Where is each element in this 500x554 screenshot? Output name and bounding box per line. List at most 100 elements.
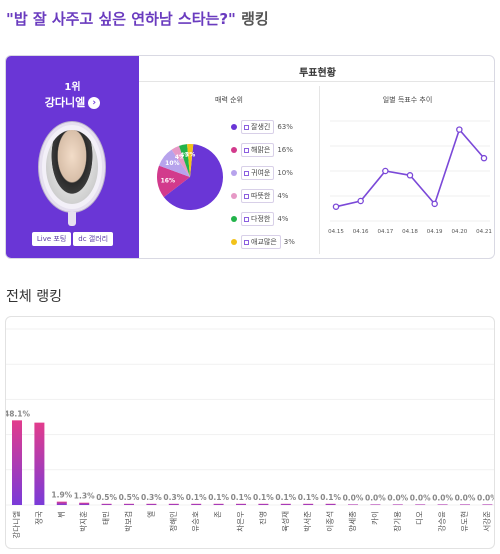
- bar-value-label: 0.1%: [275, 493, 296, 502]
- ranking-bar: [168, 503, 179, 505]
- bar-name-label: 존: [214, 511, 223, 518]
- charm-legend-item: 귀여운 10%: [231, 166, 293, 180]
- dc-gallery-button[interactable]: dc 갤러리: [73, 232, 114, 246]
- winner-buttons: Live 포팅 dc 갤러리: [6, 226, 139, 246]
- bar-name-label: 유승호: [191, 511, 200, 532]
- winner-name-link[interactable]: 강다니엘 ›: [6, 94, 139, 110]
- bar-value-label: 0.3%: [163, 493, 184, 502]
- ranking-bar: [303, 503, 314, 505]
- overall-ranking-title: 전체 랭킹: [6, 289, 62, 305]
- legend-dot-icon: [231, 193, 237, 199]
- ranking-bar: [213, 503, 224, 505]
- charm-pie-chart: 16% 10%4%4%3%: [157, 144, 223, 210]
- charm-percent: 10%: [277, 169, 293, 177]
- bar-name-label: 장기용: [392, 511, 402, 532]
- daily-point: [357, 197, 364, 205]
- bar-value-label: 0.1%: [320, 493, 341, 502]
- charm-legend-item: 따뜻한 4%: [231, 189, 288, 203]
- bar-value-label: 0.0%: [477, 493, 495, 502]
- pie-slice-3: [159, 149, 190, 177]
- ranking-bar: [482, 504, 493, 505]
- daily-votes-title: 일별 득표수 추이: [382, 96, 433, 104]
- tag-checkbox-icon: [244, 239, 249, 245]
- chevron-right-icon[interactable]: ›: [88, 97, 101, 109]
- bar-value-label: 0.1%: [186, 493, 207, 502]
- bar-name-label: 진영: [257, 511, 267, 525]
- bar-value-label: 0.1%: [208, 493, 229, 502]
- charm-tag: 따뜻한: [241, 189, 275, 203]
- bar-name-label: 이종석: [325, 511, 335, 532]
- daily-point: [431, 200, 438, 208]
- charm-percent: 3%: [283, 238, 295, 246]
- bar-value-label: 0.0%: [343, 493, 364, 502]
- winner-panel: 1위 강다니엘 › Live 포팅 dc 갤러리: [6, 56, 139, 258]
- tag-checkbox-icon: [244, 124, 249, 130]
- x-tick-label: 04.19: [427, 229, 443, 235]
- page-title: "밥 잘 사주고 싶은 연하남 스타는?" 랭킹: [6, 8, 269, 29]
- legend-dot-icon: [231, 147, 237, 153]
- charm-tag: 해맑은: [241, 143, 275, 157]
- bar-name-label: 디오: [415, 511, 424, 525]
- charm-percent: 4%: [277, 192, 289, 200]
- ranking-bar: [415, 504, 426, 505]
- daily-line-chart: 04.15 04.16 04.17 04.18 04.19 04.20 04.21: [328, 120, 492, 235]
- bar-value-label: 0.1%: [231, 493, 252, 502]
- charm-tag: 귀여운: [241, 166, 275, 180]
- vote-status-title: 투표현황: [299, 68, 336, 79]
- pie-slice-4: [171, 145, 190, 177]
- daily-point: [332, 203, 340, 210]
- vote-status-panel: 투표현황 매력 순위 일별 득표수 추이 16% 10% 4% 4% 3% 잘생긴 63%…: [139, 56, 494, 258]
- pie-slice-5: [179, 144, 190, 177]
- bar-name-label: 박서준: [302, 511, 312, 532]
- ranking-bar: [79, 502, 90, 505]
- x-tick-label: 04.18: [402, 229, 418, 235]
- x-tick-label: 04.17: [377, 229, 393, 235]
- charm-label: 해맑은: [251, 146, 271, 154]
- ranking-bar: [437, 504, 448, 505]
- charm-percent: 16%: [277, 146, 293, 154]
- bar-value-label: 0.3%: [141, 493, 162, 502]
- divider: [319, 86, 320, 254]
- ranking-bar: [101, 503, 112, 505]
- bar-value-label: 0.0%: [365, 493, 386, 502]
- overall-bar-chart: 48.1% 강다니엘 정국 1.9% 뷔 1.3% 박지훈 0.5% 태민 0.5% 박보검 0.3%…: [6, 328, 495, 539]
- ranking-bar: [258, 503, 269, 505]
- charm-rank-title: 매력 순위: [215, 96, 243, 104]
- legend-dot-icon: [231, 124, 237, 130]
- pie-slice-1: [163, 144, 223, 210]
- pie-slice-label: 10%: [165, 160, 179, 167]
- charm-label: 귀여운: [251, 169, 271, 177]
- bar-value-label: 1.9%: [51, 491, 72, 500]
- charm-label: 잘생긴: [251, 123, 271, 131]
- bar-name-label: 강다니엘: [11, 511, 21, 539]
- ranking-bar: [280, 503, 291, 505]
- pie-slice-6: [187, 144, 194, 177]
- pie-slice-label: 16%: [161, 177, 175, 184]
- bar-value-label: 48.1%: [6, 409, 30, 418]
- bar-name-label: 뷔: [57, 511, 66, 518]
- tag-checkbox-icon: [244, 170, 249, 176]
- page-title-suffix: 랭킹: [235, 10, 269, 28]
- ranking-bar: [124, 503, 134, 505]
- daily-point: [456, 126, 463, 133]
- charm-legend-item: 해맑은 16%: [231, 143, 293, 157]
- bar-name-label: 엘: [146, 511, 155, 518]
- charm-label: 따뜻한: [251, 192, 271, 200]
- ranking-bar: [236, 503, 246, 505]
- ranking-bar: [460, 504, 470, 505]
- bar-value-label: 0.5%: [96, 493, 117, 502]
- daily-series-line: [335, 127, 485, 208]
- winner-photo-mirror: [33, 120, 111, 232]
- page-title-main: "밥 잘 사주고 싶은 연하남 스타는?": [6, 10, 236, 28]
- bar-value-label: 1.3%: [74, 492, 95, 501]
- pie-slice-label: 4%: [175, 154, 185, 161]
- live-posting-button[interactable]: Live 포팅: [31, 232, 72, 246]
- bar-name-label: 강승윤: [437, 511, 447, 532]
- bar-value-label: 0.0%: [432, 493, 453, 502]
- bar-value-label: 0.5%: [119, 493, 140, 502]
- mirror-handle: [68, 212, 76, 226]
- ranking-bar: [370, 504, 381, 505]
- charm-legend-item: 잘생긴 63%: [231, 120, 293, 134]
- bar-name-label: 박지훈: [78, 511, 88, 532]
- pie-slice-label: 3%: [185, 152, 195, 159]
